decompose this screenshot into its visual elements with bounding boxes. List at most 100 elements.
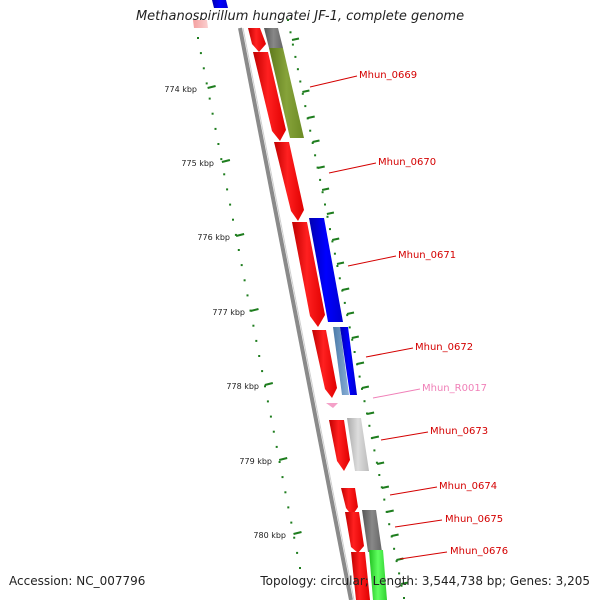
rna-arrow[interactable] <box>326 403 338 408</box>
scale-dot <box>395 560 398 563</box>
feature-block[interactable] <box>264 28 283 48</box>
scale-dot <box>287 19 289 21</box>
leader-line <box>372 388 421 399</box>
feature-block[interactable] <box>369 550 387 600</box>
scale-dot <box>294 55 297 58</box>
genome-summary-text: Topology: circular; Length: 3,544,738 bp… <box>260 574 590 588</box>
scale-dot <box>329 228 331 231</box>
scale-dot <box>378 474 381 476</box>
genome-backbone <box>238 27 353 600</box>
scale-dot <box>234 233 237 236</box>
scale-dot <box>284 491 287 494</box>
minor-tick <box>376 461 385 465</box>
scale-dot <box>319 178 322 181</box>
minor-tick <box>317 165 325 169</box>
gene-arrow[interactable] <box>253 52 286 141</box>
scale-dot <box>217 143 220 145</box>
scale-dot <box>311 142 314 144</box>
feature-block[interactable] <box>347 418 369 471</box>
gene-arrow[interactable] <box>193 20 208 28</box>
kbp-label: 779 kbp <box>239 457 272 466</box>
kbp-label: 776 kbp <box>197 233 230 242</box>
scale-dot <box>223 173 226 176</box>
scale-dot <box>246 294 249 297</box>
gene-arrow[interactable] <box>274 142 304 221</box>
gene-arrow[interactable] <box>292 222 325 327</box>
kbp-label: 778 kbp <box>226 382 259 391</box>
scale-dot <box>278 461 281 463</box>
feature-block[interactable] <box>340 327 357 395</box>
scale-dot <box>269 415 272 418</box>
minor-tick <box>312 139 320 143</box>
gene-arrow[interactable] <box>329 420 350 471</box>
gene-arrow[interactable] <box>351 552 370 600</box>
minor-tick <box>341 287 350 291</box>
gene-label-mhun-0672[interactable]: Mhun_0672 <box>415 342 473 353</box>
scale-dot <box>255 339 258 342</box>
leader-line <box>309 75 358 88</box>
feature-block[interactable] <box>212 0 228 8</box>
scale-dot <box>296 68 299 71</box>
minor-tick <box>386 509 394 513</box>
gene-label-mhun-0674[interactable]: Mhun_0674 <box>439 481 497 492</box>
leader-line <box>347 255 397 267</box>
gene-label-mhun-r0017[interactable]: Mhun_R0017 <box>422 383 487 394</box>
gene-label-mhun-0669[interactable]: Mhun_0669 <box>359 70 417 81</box>
leader-line <box>365 347 414 358</box>
scale-dot <box>321 191 324 194</box>
gene-label-mhun-0671[interactable]: Mhun_0671 <box>398 250 456 261</box>
minor-tick <box>307 115 315 119</box>
scale-dot <box>375 461 378 464</box>
leader-line <box>389 486 438 496</box>
scale-dot <box>351 338 354 341</box>
scale-dot <box>240 264 243 267</box>
scale-dot <box>291 43 294 46</box>
scale-dot <box>266 400 269 403</box>
scale-dot <box>202 67 205 70</box>
scale-dot <box>338 277 341 280</box>
scale-dot <box>388 523 391 526</box>
scale-dot <box>220 158 223 161</box>
gene-arrow[interactable] <box>341 488 358 516</box>
minor-tick <box>366 411 375 415</box>
leader-line <box>394 519 443 528</box>
minor-tick <box>336 261 345 265</box>
scale-dot <box>331 240 334 243</box>
gene-label-mhun-0675[interactable]: Mhun_0675 <box>445 514 503 525</box>
annotation-track <box>212 0 387 600</box>
scale-dot <box>272 430 275 433</box>
feature-block[interactable] <box>333 327 349 395</box>
gene-arrow[interactable] <box>345 512 364 553</box>
scale-dot <box>197 37 199 39</box>
minor-tick <box>361 385 370 389</box>
scale-dot <box>214 127 217 130</box>
scale-dot <box>258 355 261 357</box>
kbp-label: 774 kbp <box>164 85 197 94</box>
kbp-label: 775 kbp <box>181 159 214 168</box>
scale-dot <box>361 387 363 390</box>
gene-label-leaders <box>309 75 448 560</box>
scale-dot <box>229 203 232 206</box>
gene-label-mhun-0670[interactable]: Mhun_0670 <box>378 157 436 168</box>
accession-text: Accession: NC_007796 <box>9 574 146 588</box>
major-tick <box>264 382 274 386</box>
scale-dot <box>373 449 376 452</box>
gene-label-mhun-0673[interactable]: Mhun_0673 <box>430 426 488 437</box>
feature-block[interactable] <box>362 510 382 552</box>
feature-block[interactable] <box>269 48 304 138</box>
scale-dot <box>243 279 246 282</box>
scale-dot <box>336 265 339 267</box>
scale-dot <box>306 117 309 120</box>
scale-dot <box>316 166 319 169</box>
forward-strand-genes <box>193 20 370 600</box>
scale-dot <box>390 535 393 538</box>
gene-label-mhun-0676[interactable]: Mhun_0676 <box>450 546 508 557</box>
gene-arrow[interactable] <box>312 330 337 398</box>
feature-block[interactable] <box>309 218 343 322</box>
minor-tick <box>291 37 300 41</box>
minor-tick <box>321 187 330 191</box>
scale-dot <box>208 97 211 100</box>
gene-arrow[interactable] <box>248 28 266 52</box>
